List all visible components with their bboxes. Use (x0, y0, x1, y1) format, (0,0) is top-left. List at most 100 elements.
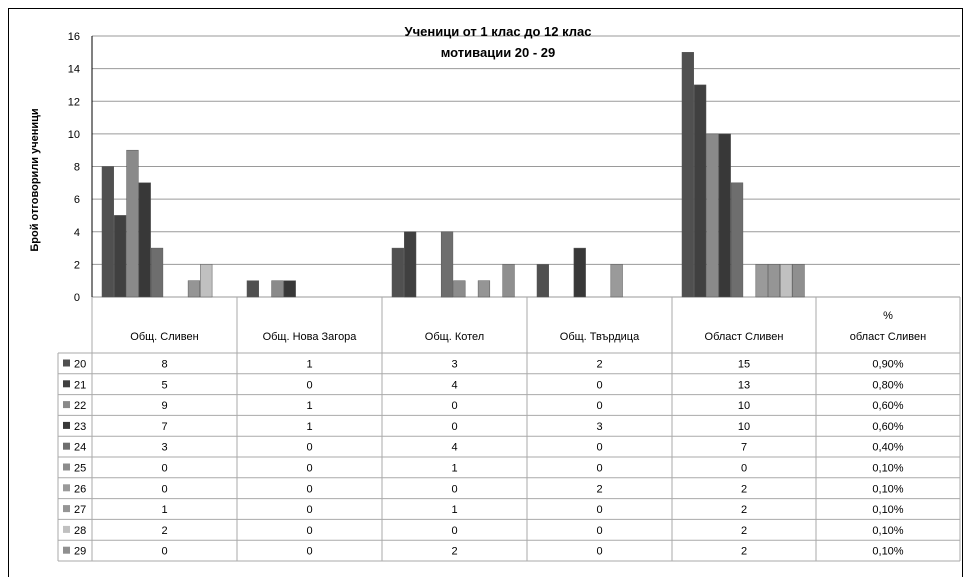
legend-swatch (63, 359, 70, 367)
bar (114, 215, 127, 298)
pct-header-label: област Сливен (850, 331, 926, 343)
bar (477, 280, 491, 298)
table-cell: 2 (741, 546, 747, 558)
bar (138, 182, 151, 298)
legend-swatch (63, 380, 70, 388)
legend-swatch (63, 525, 70, 533)
gridlines (92, 35, 960, 298)
legend-label: 22 (74, 400, 86, 412)
bar (126, 149, 139, 298)
table-cell: 2 (741, 525, 747, 537)
bar (730, 182, 744, 298)
bar (792, 264, 805, 298)
legend-swatch (63, 401, 70, 409)
table-cell: 3 (451, 359, 457, 371)
legend-swatch (63, 546, 70, 554)
legend-label: 24 (74, 442, 86, 454)
legend-label: 29 (74, 546, 86, 558)
category-label: Област Сливен (705, 331, 784, 343)
bar (502, 264, 515, 298)
table-cell: 0 (306, 379, 312, 391)
legend-label: 23 (74, 421, 86, 433)
bar (767, 264, 781, 298)
bar (200, 264, 213, 298)
category-label: Общ. Сливен (130, 331, 198, 343)
legend-label: 28 (74, 525, 86, 537)
table-cell: 1 (306, 421, 312, 433)
table-cell: 2 (596, 483, 602, 495)
table-cell: 0 (306, 463, 312, 475)
table-cell-pct: 0,60% (872, 400, 903, 412)
legend-swatch (63, 463, 70, 471)
table-cell: 0 (451, 400, 457, 412)
bar (718, 133, 731, 298)
table-cell-pct: 0,10% (872, 504, 903, 516)
table-cell: 2 (161, 525, 167, 537)
table-cell: 0 (451, 483, 457, 495)
bar (536, 264, 549, 298)
y-tick-label: 8 (74, 162, 80, 174)
y-tick-label: 10 (68, 129, 80, 141)
data-table: Общ. Сливен Общ. Нова Загора Общ. Котел Общ… (57, 297, 961, 562)
chart-title-line-2: мотивации 20 - 29 (441, 45, 556, 60)
table-cell: 1 (451, 463, 457, 475)
table-cell: 1 (161, 504, 167, 516)
table-cell: 0 (596, 546, 602, 558)
bar (681, 52, 694, 298)
legend-label: 25 (74, 463, 86, 475)
table-cell: 0 (741, 463, 747, 475)
table-cell: 9 (161, 400, 167, 412)
bar (780, 264, 793, 298)
bar (694, 84, 707, 298)
table-cell-pct: 0,80% (872, 379, 903, 391)
chart-title: Ученици от 1 клас до 12 клас мотивации 2… (405, 24, 592, 60)
chart-frame (8, 8, 963, 577)
table-cell: 1 (306, 359, 312, 371)
table-cell: 4 (451, 379, 457, 391)
table-cell-pct: 0,90% (872, 359, 903, 371)
table-cell: 2 (741, 504, 747, 516)
bar (453, 280, 466, 298)
table-cell: 0 (596, 379, 602, 391)
table-cell: 0 (596, 504, 602, 516)
bar (150, 247, 164, 298)
chart-title-line-1: Ученици от 1 клас до 12 клас (405, 24, 592, 39)
bar (271, 280, 284, 298)
table-cell: 0 (451, 421, 457, 433)
table-cell: 0 (596, 525, 602, 537)
legend-label: 21 (74, 379, 86, 391)
pct-header-symbol: % (883, 310, 893, 322)
table-cell: 0 (306, 525, 312, 537)
y-tick-label: 2 (74, 259, 80, 271)
legend-swatch (63, 442, 70, 450)
legend-label: 27 (74, 504, 86, 516)
category-label: Общ. Нова Загора (263, 331, 358, 343)
table-cell: 4 (451, 442, 457, 454)
table-cell: 8 (161, 359, 167, 371)
y-tick-label: 16 (68, 31, 80, 43)
table-cell: 0 (161, 463, 167, 475)
y-tick-label: 4 (74, 227, 80, 239)
table-cell-pct: 0,10% (872, 546, 903, 558)
legend-swatch (63, 421, 70, 429)
bar (440, 231, 454, 298)
table-cell: 1 (306, 400, 312, 412)
table-cell: 2 (596, 359, 602, 371)
bars (101, 52, 805, 298)
legend-swatch (63, 505, 70, 513)
table-cell: 2 (451, 546, 457, 558)
category-label: Общ. Твърдица (560, 331, 640, 343)
table-cell: 0 (306, 546, 312, 558)
table-cell: 0 (306, 483, 312, 495)
table-cell-pct: 0,60% (872, 421, 903, 433)
table-cell: 0 (306, 442, 312, 454)
table-cell: 3 (161, 442, 167, 454)
table-cell: 10 (738, 400, 750, 412)
table-cell-pct: 0,10% (872, 525, 903, 537)
table-cell: 2 (741, 483, 747, 495)
category-label: Общ. Котел (425, 331, 484, 343)
table-cell: 0 (596, 400, 602, 412)
table-cell-pct: 0,40% (872, 442, 903, 454)
y-tick-label: 14 (68, 64, 80, 76)
